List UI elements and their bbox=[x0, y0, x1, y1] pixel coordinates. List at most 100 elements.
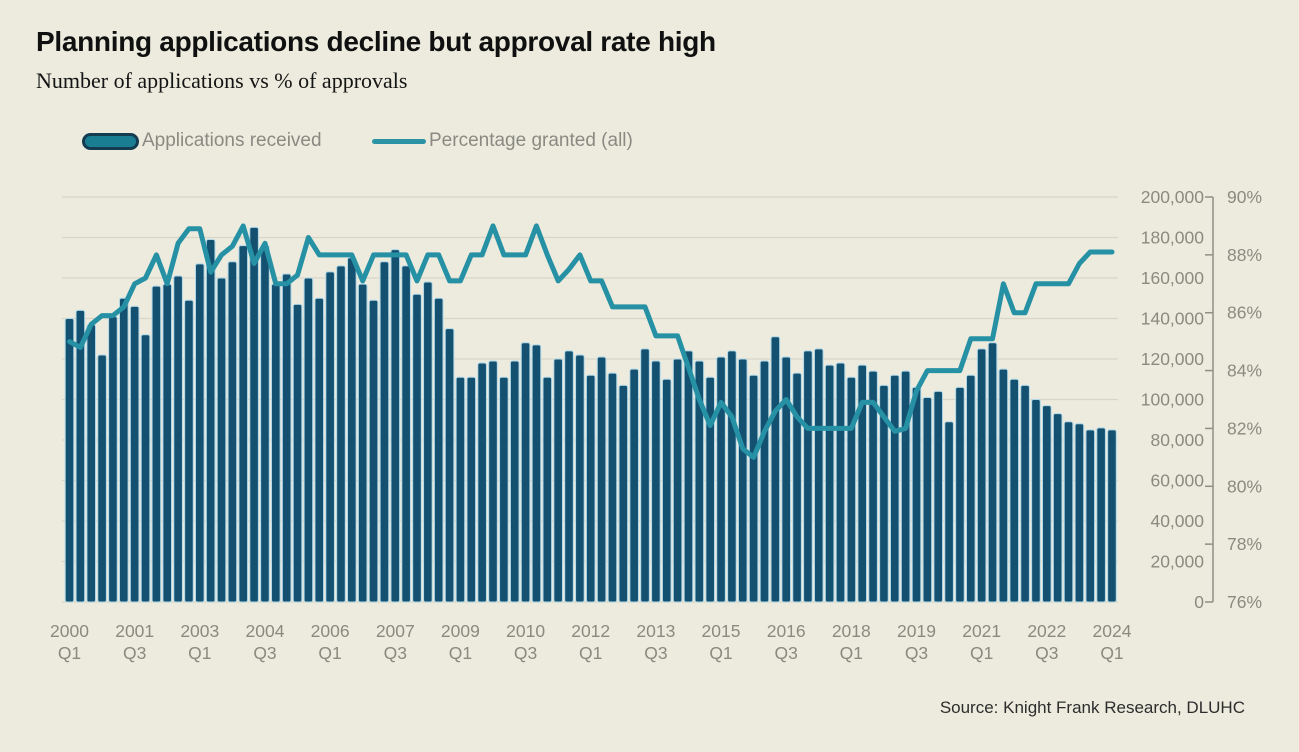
applications-bar bbox=[716, 356, 726, 603]
legend-label-percentage: Percentage granted (all) bbox=[429, 130, 633, 151]
legend-label-applications: Applications received bbox=[142, 130, 322, 151]
applications-bar bbox=[542, 376, 553, 603]
x-axis-label: 2001 Q3 bbox=[115, 621, 154, 663]
applications-bar bbox=[488, 360, 498, 603]
applications-bar bbox=[629, 368, 639, 603]
applications-bar bbox=[499, 376, 509, 603]
legend: Applications received Percentage granted… bbox=[0, 130, 1299, 154]
applications-bar bbox=[618, 384, 629, 603]
right-axis bbox=[1205, 196, 1214, 603]
x-axis-label: 2000 Q1 bbox=[50, 621, 89, 663]
applications-bar bbox=[292, 303, 303, 603]
applications-bar bbox=[64, 318, 75, 603]
applications-bar bbox=[1042, 405, 1052, 603]
applications-bar bbox=[640, 348, 650, 603]
percent-axis-label: 90% bbox=[1227, 187, 1262, 207]
x-axis-label: 2007 Q3 bbox=[376, 621, 415, 663]
applications-bar bbox=[976, 348, 987, 603]
applications-bar bbox=[889, 374, 900, 603]
applications-bar bbox=[455, 376, 466, 603]
x-axis-label: 2009 Q1 bbox=[441, 621, 480, 663]
count-axis-label: 80,000 bbox=[1150, 430, 1204, 450]
page-subtitle: Number of applications vs % of approvals bbox=[36, 68, 408, 93]
applications-bar bbox=[835, 362, 846, 603]
applications-bars-series bbox=[64, 226, 1117, 603]
percent-axis-label: 88% bbox=[1227, 245, 1262, 265]
applications-bar bbox=[151, 285, 162, 603]
applications-bar bbox=[390, 249, 401, 603]
line-swatch-icon bbox=[372, 138, 426, 144]
applications-bar bbox=[336, 265, 346, 603]
applications-bar bbox=[1020, 384, 1030, 603]
applications-bar bbox=[683, 350, 694, 603]
applications-bar bbox=[249, 226, 259, 603]
applications-bar bbox=[173, 275, 183, 603]
applications-bar bbox=[433, 297, 444, 603]
applications-bar bbox=[184, 299, 194, 603]
applications-bar bbox=[1009, 378, 1020, 603]
applications-bar bbox=[705, 376, 715, 603]
applications-bar bbox=[813, 348, 824, 603]
count-axis-label: 0 bbox=[1194, 592, 1204, 612]
applications-bar bbox=[216, 277, 227, 603]
applications-bar bbox=[260, 245, 270, 603]
count-axis-label: 180,000 bbox=[1141, 228, 1205, 248]
x-axis-label: 2016 Q3 bbox=[767, 621, 806, 663]
applications-bar bbox=[596, 356, 607, 603]
x-axis-label: 2015 Q1 bbox=[702, 621, 741, 663]
applications-bar bbox=[770, 336, 781, 603]
percent-axis-label: 84% bbox=[1227, 361, 1262, 381]
count-axis-label: 20,000 bbox=[1150, 552, 1204, 572]
x-axis-label: 2024 Q1 bbox=[1093, 621, 1132, 663]
percent-axis-label: 80% bbox=[1227, 476, 1262, 496]
applications-bar bbox=[987, 342, 998, 603]
percent-axis-label: 86% bbox=[1227, 303, 1262, 323]
count-axis-label: 140,000 bbox=[1141, 309, 1205, 329]
applications-bar bbox=[966, 374, 976, 603]
applications-bar bbox=[824, 364, 835, 603]
count-axis-labels: 200,000 180,000 160,000 140,000 120,000 100,0… bbox=[1141, 187, 1205, 612]
applications-bar bbox=[444, 328, 455, 603]
x-axis-label: 2004 Q3 bbox=[246, 621, 285, 663]
percent-axis-labels: 90% 88% 86% 84% 82% 80% 78% 76% bbox=[1227, 187, 1262, 612]
x-axis-label: 2019 Q3 bbox=[897, 621, 936, 663]
percentage-granted-line bbox=[67, 223, 1115, 460]
bar-swatch-icon bbox=[82, 132, 139, 150]
applications-bar bbox=[314, 297, 325, 603]
count-axis-label: 120,000 bbox=[1141, 349, 1205, 369]
applications-bar bbox=[694, 360, 705, 603]
applications-bar bbox=[281, 273, 292, 603]
x-axis-label: 2006 Q1 bbox=[311, 621, 350, 663]
applications-bar bbox=[879, 384, 889, 603]
applications-bar bbox=[1063, 421, 1074, 603]
applications-bar bbox=[466, 376, 477, 603]
applications-bar bbox=[661, 378, 672, 603]
applications-bar bbox=[227, 261, 238, 603]
applications-bar bbox=[998, 368, 1009, 603]
applications-bar bbox=[672, 358, 683, 603]
applications-bar bbox=[1052, 413, 1063, 603]
applications-bar bbox=[1096, 427, 1106, 603]
applications-bar bbox=[922, 396, 933, 603]
applications-bar bbox=[737, 358, 748, 603]
applications-bar bbox=[379, 261, 390, 603]
applications-bar bbox=[347, 257, 357, 603]
percent-axis-label: 78% bbox=[1227, 534, 1262, 554]
applications-bar bbox=[868, 370, 878, 603]
applications-bar bbox=[781, 356, 791, 603]
applications-bar bbox=[108, 315, 118, 603]
applications-bar bbox=[357, 283, 368, 603]
count-axis-label: 160,000 bbox=[1141, 268, 1205, 288]
applications-bar bbox=[325, 271, 335, 603]
applications-bar bbox=[477, 362, 487, 603]
source-note: Source: Knight Frank Research, DLUHC bbox=[939, 698, 1245, 717]
legend-item-percentage: Percentage granted (all) bbox=[372, 130, 633, 152]
x-axis-label: 2003 Q1 bbox=[180, 621, 219, 663]
applications-bar bbox=[238, 245, 249, 603]
applications-bar bbox=[607, 372, 618, 603]
applications-bar bbox=[205, 239, 216, 603]
applications-bar bbox=[759, 360, 770, 603]
applications-bar bbox=[520, 342, 531, 603]
